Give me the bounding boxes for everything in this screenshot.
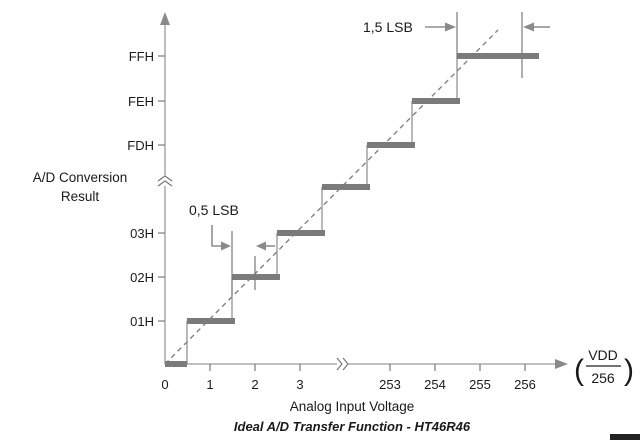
ideal-transfer-line <box>164 29 499 365</box>
half-lsb-arrowhead-right-icon <box>256 241 266 251</box>
figure-caption: Ideal A/D Transfer Function - HT46R46 <box>234 419 471 434</box>
step-bar-01h <box>187 318 235 324</box>
unit-numerator: VDD <box>588 347 618 363</box>
y-axis-break-mark <box>157 175 173 187</box>
half-lsb-annotation: 0,5 LSB <box>189 202 275 296</box>
one-half-lsb-arrowhead-right-icon <box>523 22 534 32</box>
unit-denominator: 256 <box>591 370 615 386</box>
step-bar-02h <box>232 274 280 280</box>
step-bar-fdh <box>367 142 415 148</box>
x-axis-arrow-icon <box>555 359 568 369</box>
y-tick-label-01h: 01H <box>130 314 154 329</box>
y-tick-label-03h: 03H <box>130 226 154 241</box>
x-tick-label-253: 253 <box>379 377 401 392</box>
x-axis-unit: ( VDD 256 ) <box>574 347 634 387</box>
y-tick-label-02h: 02H <box>130 270 154 285</box>
corner-mark <box>610 434 640 440</box>
step-function <box>165 53 539 367</box>
step-bar-03h <box>277 230 325 236</box>
step-bar-00h <box>165 361 187 367</box>
x-axis-break-mark <box>336 357 349 371</box>
x-tick-label-2: 2 <box>251 377 258 392</box>
x-tick-labels: 0 1 2 3 253 254 255 256 <box>161 364 536 392</box>
step-bar-feh <box>412 98 460 104</box>
x-tick-label-254: 254 <box>424 377 446 392</box>
half-lsb-arrow-left <box>211 225 222 247</box>
x-tick-label-0: 0 <box>161 377 168 392</box>
step-bar-partial <box>322 184 370 190</box>
y-axis-title-line1: A/D Conversion <box>33 170 128 185</box>
x-tick-label-1: 1 <box>206 377 213 392</box>
one-half-lsb-arrowhead-left-icon <box>445 22 456 32</box>
y-tick-label-fdh: FDH <box>127 138 154 153</box>
step-bar-ffh <box>457 53 539 59</box>
y-axis-arrow-icon <box>160 12 170 25</box>
half-lsb-arrowhead-left-icon <box>221 241 231 251</box>
x-tick-label-256: 256 <box>514 377 536 392</box>
half-lsb-label: 0,5 LSB <box>189 202 239 218</box>
x-tick-label-3: 3 <box>296 377 303 392</box>
y-axis-title-line2: Result <box>61 189 100 204</box>
unit-paren-right: ) <box>624 354 634 387</box>
y-axis <box>157 12 173 364</box>
one-half-lsb-annotation: 1,5 LSB <box>363 12 550 78</box>
unit-paren-left: ( <box>574 354 584 387</box>
y-tick-label-feh: FEH <box>128 94 154 109</box>
x-axis <box>165 357 568 371</box>
y-tick-label-ffh: FFH <box>129 49 154 64</box>
y-tick-labels: FFH FEH FDH 03H 02H 01H <box>127 49 165 329</box>
x-tick-label-255: 255 <box>469 377 491 392</box>
one-half-lsb-label: 1,5 LSB <box>363 19 413 35</box>
x-axis-title: Analog Input Voltage <box>290 399 415 414</box>
